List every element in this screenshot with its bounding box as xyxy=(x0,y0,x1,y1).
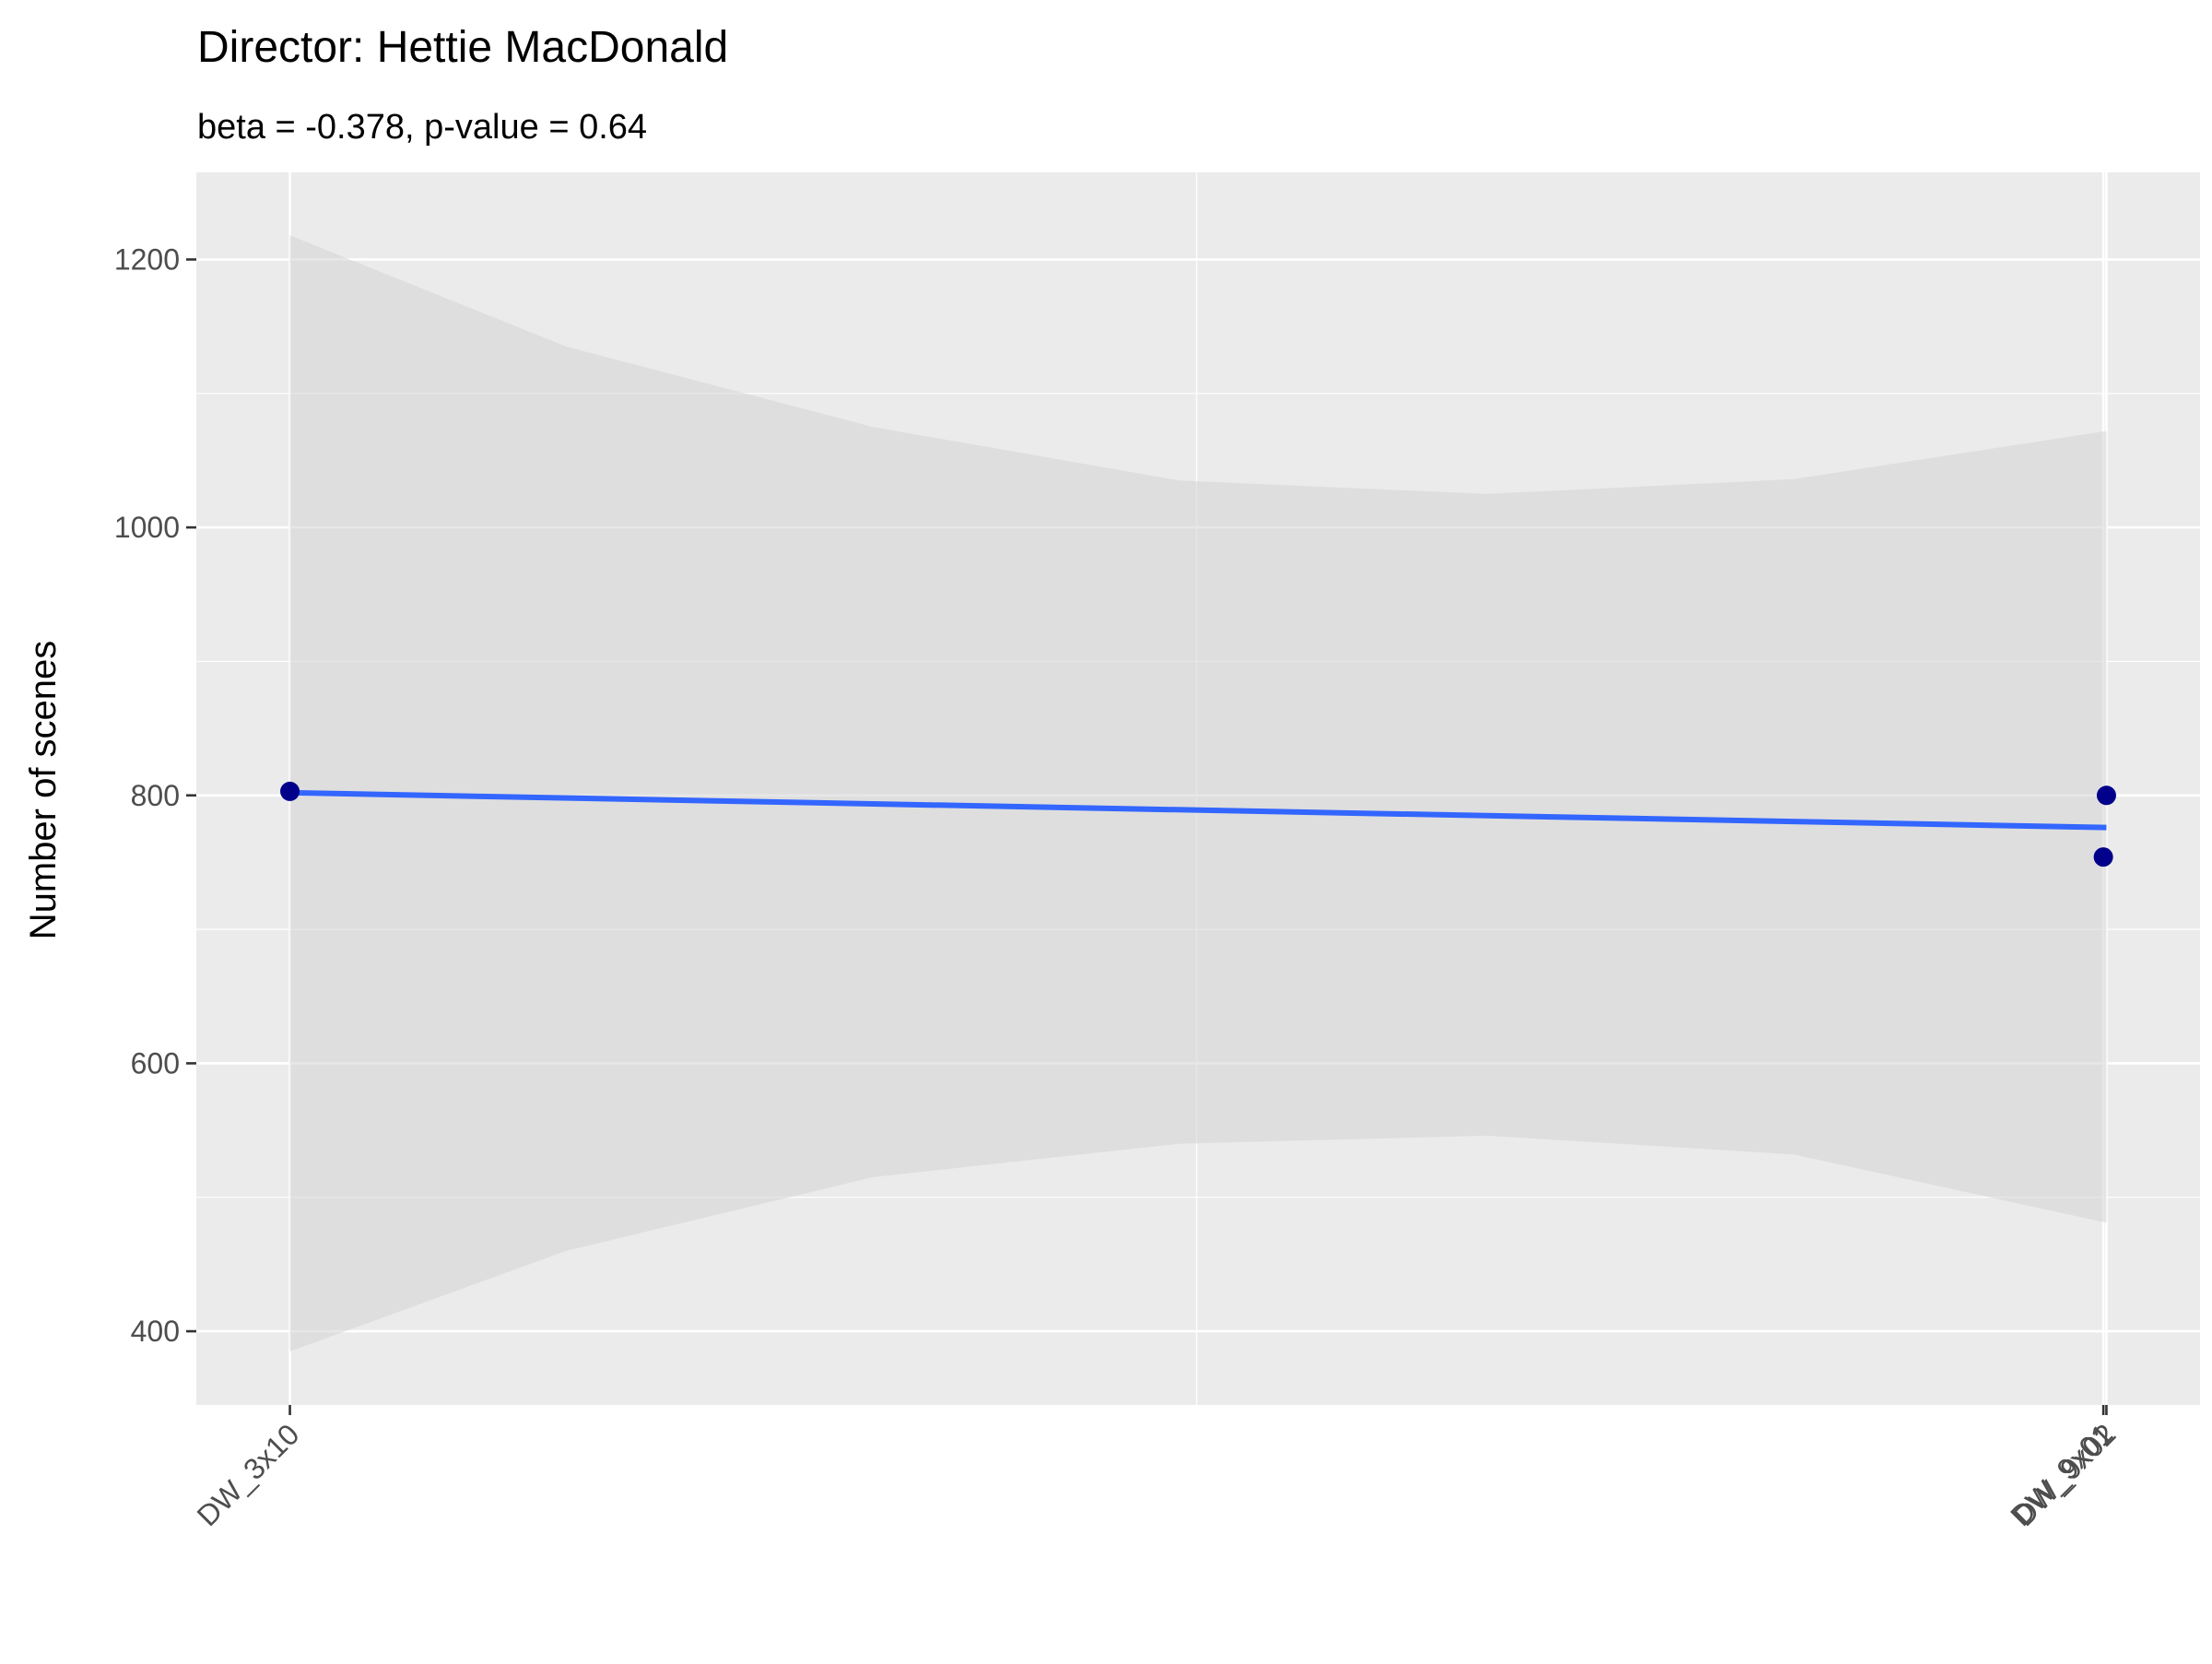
chart-subtitle: beta = -0.378, p-value = 0.64 xyxy=(197,108,647,147)
chart-title: Director: Hettie MacDonald xyxy=(197,23,728,72)
y-axis-title: Number of scenes xyxy=(23,641,64,940)
y-tick-label: 1000 xyxy=(114,511,180,544)
data-point xyxy=(280,781,300,801)
y-tick-label: 400 xyxy=(131,1315,180,1348)
y-tick-label: 1200 xyxy=(114,242,180,276)
trend-line xyxy=(289,789,2107,831)
y-tick-label: 800 xyxy=(131,779,180,812)
confidence-band xyxy=(289,235,2107,1351)
y-tick-label: 600 xyxy=(131,1046,180,1080)
data-point xyxy=(2093,847,2113,867)
data-point xyxy=(2096,785,2116,806)
x-tick-label: DW_9x02 xyxy=(2007,1417,2123,1532)
x-tick-label: DW_3x10 xyxy=(191,1417,306,1532)
